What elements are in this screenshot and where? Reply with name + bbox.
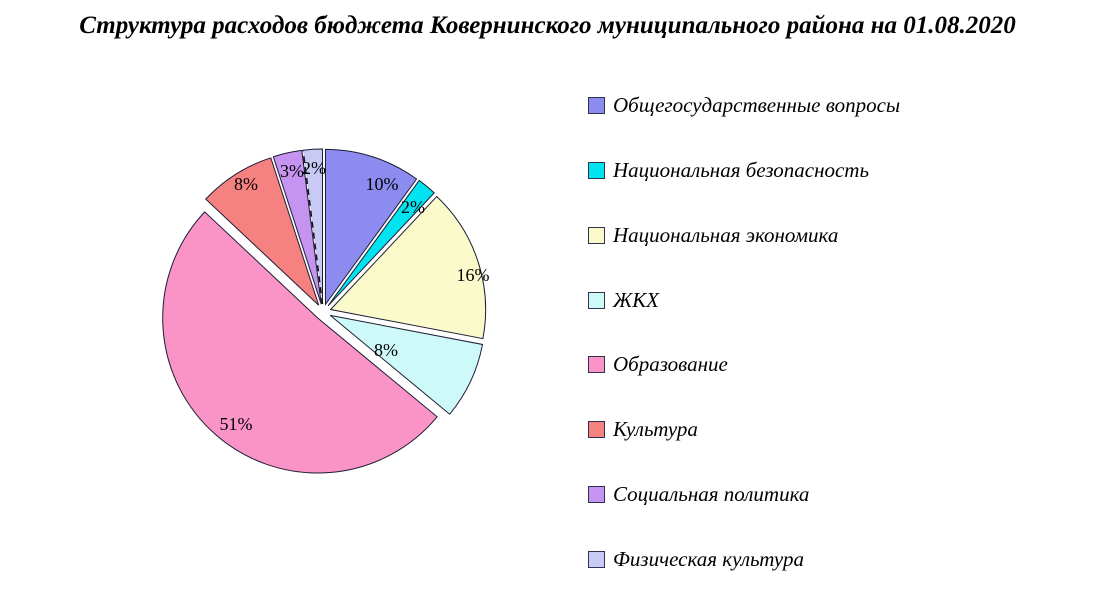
- legend-label: Образование: [613, 351, 728, 376]
- legend-swatch: [588, 355, 605, 373]
- legend-item-obrazovanie: Образование: [588, 352, 728, 376]
- legend-label: Национальная экономика: [613, 222, 839, 247]
- legend-swatch: [588, 291, 605, 309]
- pie-percent-label-7: 2%: [302, 158, 326, 178]
- pie-percent-label-2: 16%: [457, 265, 490, 285]
- pie-percent-label-0: 10%: [366, 174, 399, 194]
- legend-swatch: [588, 161, 605, 179]
- pie-slice-6: [272, 149, 322, 305]
- legend-swatch: [588, 96, 605, 114]
- legend-item-zhkh: ЖКХ: [588, 288, 659, 312]
- legend-swatch: [588, 420, 605, 438]
- chart-title: Структура расходов бюджета Ковернинского…: [79, 12, 1016, 39]
- legend-item-kultura: Культура: [588, 417, 698, 441]
- legend-swatch: [588, 226, 605, 244]
- pie-percent-label-5: 8%: [234, 174, 258, 194]
- legend-item-sotsialnaya-politika: Социальная политика: [588, 482, 809, 506]
- legend-swatch: [588, 485, 605, 503]
- legend-label: Социальная политика: [613, 481, 810, 506]
- pie-slice-5: [205, 157, 320, 306]
- pie-slice-7-border: [303, 148, 323, 305]
- legend-label: Национальная безопасность: [613, 157, 870, 182]
- legend-label: ЖКХ: [613, 287, 660, 312]
- legend-swatch: [588, 550, 605, 568]
- legend-item-obshchegosudarstvennye: Общегосударственные вопросы: [588, 93, 900, 117]
- pie-slice-4: [162, 211, 438, 474]
- pie-percent-label-1: 2%: [401, 197, 425, 217]
- legend: Общегосударственные вопросы Национальная…: [588, 0, 1068, 595]
- pie-percent-label-4: 51%: [220, 414, 253, 434]
- legend-item-fizicheskaya-kultura: Физическая культура: [588, 547, 804, 571]
- dashed-slice-edge: [302, 150, 324, 305]
- pie-slice-1: [327, 179, 435, 307]
- pie-percent-label-6: 3%: [280, 161, 304, 181]
- legend-label: Культура: [613, 416, 698, 441]
- legend-item-ekonomika: Национальная экономика: [588, 223, 838, 247]
- legend-label: Общегосударственные вопросы: [613, 92, 901, 117]
- pie-slice-0: [324, 148, 418, 306]
- pie-slice-2: [329, 195, 487, 340]
- pie-slice-3: [329, 314, 484, 415]
- pie-percent-label-3: 8%: [374, 340, 398, 360]
- legend-label: Физическая культура: [613, 546, 804, 571]
- legend-item-bezopasnost: Национальная безопасность: [588, 158, 869, 182]
